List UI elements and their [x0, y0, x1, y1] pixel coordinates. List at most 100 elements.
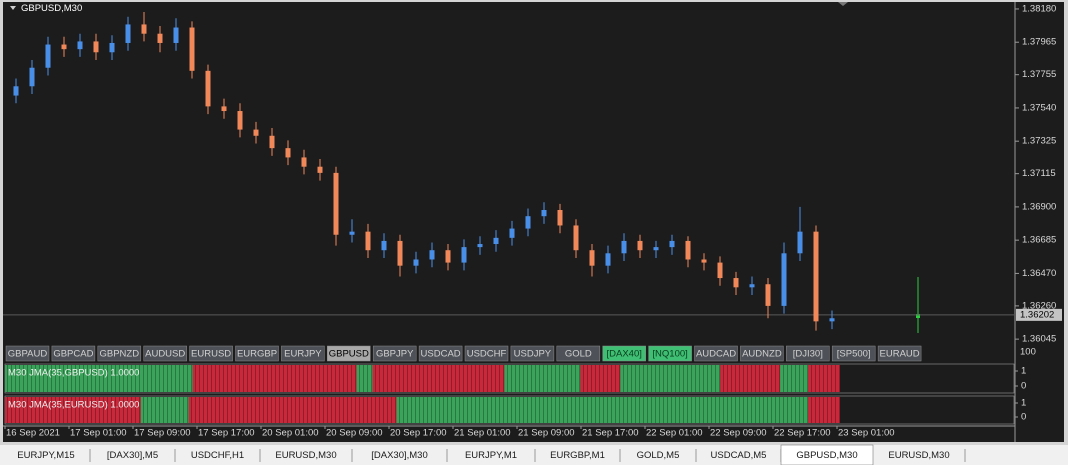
tab-label[interactable]: [DAX30],M30	[371, 450, 428, 461]
symbol-button-label[interactable]: [NQ100]	[652, 349, 687, 360]
chart-menu-icon[interactable]	[10, 6, 16, 10]
symbol-button-label[interactable]: AUDCAD	[696, 349, 736, 360]
symbol-button-label[interactable]: [SP500]	[837, 349, 871, 360]
candle-body	[461, 247, 467, 263]
candle-body	[829, 318, 835, 322]
candle-body	[525, 216, 531, 229]
candle-body	[589, 250, 595, 266]
symbol-button[interactable]	[510, 345, 555, 362]
candle-body	[141, 24, 147, 34]
symbol-button-label[interactable]: GBPAUD	[8, 349, 48, 360]
indicator-tick-label: 1	[1021, 398, 1026, 409]
tab-label[interactable]: EURUSD,M30	[275, 450, 336, 461]
indicator-stripes	[620, 365, 721, 392]
current-price-label: 1.36202	[1020, 309, 1054, 320]
symbol-button[interactable]	[372, 345, 417, 362]
tab-label[interactable]: USDCHF,H1	[191, 450, 244, 461]
symbol-button[interactable]	[327, 345, 371, 362]
time-label: 21 Sep 17:00	[582, 428, 639, 439]
tab-label[interactable]: [DAX30],M5	[107, 450, 158, 461]
price-tick-label: 1.37965	[1022, 37, 1056, 48]
symbol-button[interactable]	[648, 345, 692, 362]
tab-label[interactable]: EURJPY,M1	[465, 450, 517, 461]
indicator-tick-label: 0	[1021, 412, 1026, 423]
symbol-button[interactable]	[143, 345, 187, 362]
candle-body	[557, 210, 563, 226]
tab-label[interactable]: EURGBP,M1	[550, 450, 605, 461]
symbol-button-label[interactable]: EURGBP	[237, 349, 277, 360]
indicator-label: M30 JMA(35,GBPUSD) 1.0000	[8, 368, 139, 379]
symbol-button[interactable]	[235, 345, 279, 362]
symbol-button[interactable]	[740, 345, 784, 362]
candle-body	[477, 244, 483, 248]
candle-body	[253, 129, 259, 136]
candle-body	[509, 228, 515, 238]
candle-body	[781, 253, 787, 306]
price-tick-label: 1.36685	[1022, 235, 1056, 246]
indicator-stripes	[720, 365, 781, 392]
symbol-button-label[interactable]: EURJPY	[284, 349, 322, 360]
tab-label[interactable]: EURUSD,M30	[888, 450, 949, 461]
tab-label[interactable]: USDCAD,M5	[711, 450, 767, 461]
time-label: 20 Sep 01:00	[262, 428, 319, 439]
candle-body	[573, 225, 579, 251]
indicator-stripes	[372, 365, 505, 392]
symbol-button[interactable]	[602, 345, 646, 362]
symbol-button-label[interactable]: GBPNZD	[100, 349, 140, 360]
symbol-button[interactable]	[281, 345, 325, 362]
price-tick-label: 1.38180	[1022, 3, 1056, 14]
symbol-button-label[interactable]: AUDNZD	[742, 349, 782, 360]
symbol-button[interactable]	[97, 345, 142, 362]
candle-body	[109, 42, 115, 53]
symbol-button-label[interactable]: USDCAD	[421, 349, 461, 360]
symbol-button-label[interactable]: GBPCAD	[53, 349, 93, 360]
symbol-button-label[interactable]: USDJPY	[514, 349, 552, 360]
symbol-button-label[interactable]: GOLD	[565, 349, 592, 360]
candle-body	[653, 247, 659, 251]
symbol-button[interactable]	[51, 345, 96, 362]
candle-body	[237, 111, 243, 130]
tab-active[interactable]	[780, 444, 874, 465]
indicator-stripes	[808, 397, 840, 423]
candle-body	[269, 135, 275, 149]
candle-body	[701, 259, 707, 263]
price-tick-label: 1.36470	[1022, 268, 1056, 279]
candle-body	[685, 240, 691, 260]
candle-body	[669, 240, 675, 248]
symbol-button-label[interactable]: EURAUD	[880, 349, 920, 360]
indicator-label: M30 JMA(35,EURUSD) 1.0000	[8, 400, 139, 411]
candle-body	[29, 67, 35, 87]
price-tick-label: 1.36260	[1022, 300, 1056, 311]
time-label: 16 Sep 2021	[6, 428, 60, 439]
symbol-button[interactable]	[5, 345, 50, 362]
candle-body	[365, 231, 371, 251]
symbol-button-label[interactable]: USDCHF	[467, 349, 507, 360]
time-label: 17 Sep 09:00	[134, 428, 191, 439]
symbol-button-label[interactable]: [DJI30]	[793, 349, 823, 360]
symbol-button[interactable]	[464, 345, 509, 362]
symbol-button[interactable]	[694, 345, 738, 362]
candle-body	[445, 250, 451, 263]
candle-body	[413, 259, 419, 266]
symbol-button[interactable]	[786, 345, 830, 362]
candle-body	[221, 106, 227, 112]
symbol-button[interactable]	[877, 345, 922, 362]
symbol-button-label[interactable]: GBPJPY	[376, 349, 414, 360]
symbol-button-label[interactable]: [DAX40]	[607, 349, 642, 360]
symbol-button[interactable]	[831, 345, 876, 362]
tab-label[interactable]: GBPUSD,M30	[796, 450, 857, 461]
candle-body	[13, 86, 19, 96]
indicator-dot	[916, 314, 920, 318]
indicator-stripes	[504, 365, 581, 392]
symbol-button[interactable]	[189, 345, 233, 362]
candle-body	[205, 70, 211, 107]
symbol-button-label[interactable]: EURUSD	[191, 349, 231, 360]
symbol-button[interactable]	[556, 345, 601, 362]
symbol-button[interactable]	[418, 345, 463, 362]
symbol-button-label[interactable]: AUDUSD	[145, 349, 185, 360]
symbol-button-label[interactable]: GBPUSD	[329, 349, 369, 360]
tab-label[interactable]: EURJPY,M15	[17, 450, 74, 461]
tab-label[interactable]: GOLD,M5	[637, 450, 680, 461]
indicator-stripes	[5, 397, 141, 423]
indicator-stripes	[396, 397, 809, 423]
